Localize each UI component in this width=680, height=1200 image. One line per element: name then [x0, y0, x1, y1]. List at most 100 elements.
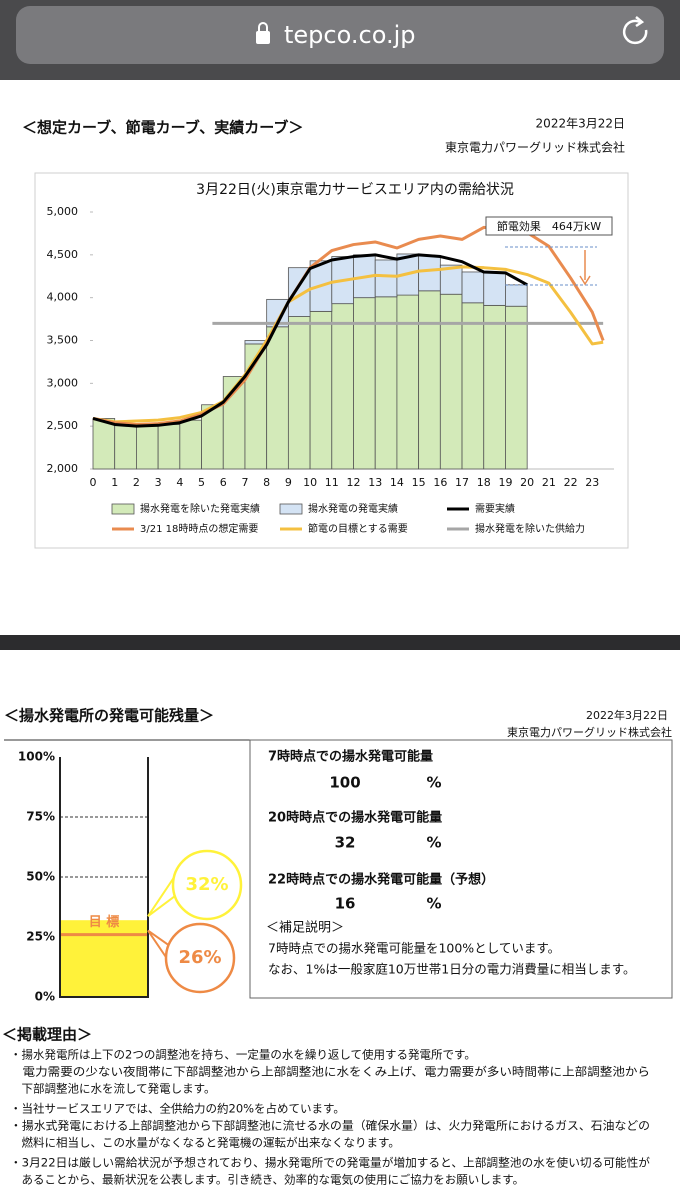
- note-title: ＜補足説明＞: [266, 920, 344, 936]
- lock-icon: [256, 22, 270, 44]
- x-tick-label: 20: [520, 476, 534, 489]
- url: tepco.co.jp: [284, 21, 415, 49]
- legend-swatch: [279, 503, 303, 515]
- bar: [266, 326, 289, 470]
- annotation-box: [485, 216, 613, 236]
- company: 東京電力パワーグリッド株式会社: [445, 140, 625, 155]
- reason-line: 燃料に相当し、この水量がなくなると発電機の運転が出来なくなります。: [10, 1136, 400, 1150]
- section-heading: ＜揚水発電所の発電可能残量＞: [4, 707, 214, 725]
- legend: 揚水発電を除いた発電実績 揚水発電の発電実績 需要実績 3/21 18時時点の想定需要…: [111, 502, 585, 535]
- date: 2022年3月22日: [586, 708, 668, 722]
- y-tick-label: 3,500: [47, 334, 79, 347]
- bar: [331, 303, 354, 470]
- section-heading: ＜掲載理由＞: [2, 1026, 92, 1044]
- section-heading: ＜想定カーブ、節電カーブ、実績カーブ＞: [22, 119, 303, 137]
- reason-line: あることから、最新状況を公表します。引き続き、効率的な電気の使用にご協力をお願い…: [10, 1173, 524, 1187]
- line: [92, 253, 528, 428]
- callout: [164, 922, 236, 994]
- x-tick-label: 2: [133, 476, 140, 489]
- info-value: 16: [335, 895, 356, 913]
- reason-line: ・当社サービスエリアでは、全供給力の約20%を占めています。: [10, 1102, 345, 1116]
- bar: [92, 418, 116, 470]
- y-tick-label: 2,500: [47, 419, 79, 432]
- x-tick-label: 23: [585, 476, 599, 489]
- bar: [461, 302, 485, 470]
- bar: [136, 425, 159, 470]
- bar: [287, 316, 311, 470]
- y-tick-label: 3,000: [47, 376, 79, 389]
- bar: [439, 293, 463, 470]
- bar: [418, 255, 441, 292]
- legend-label: 揚水発電の発電実績: [308, 502, 398, 515]
- y-tick-label: 0%: [35, 990, 55, 1004]
- y-tick-label: 100%: [18, 750, 55, 764]
- gauge-fill: [60, 920, 148, 997]
- y-tick-label: 2,000: [47, 462, 79, 475]
- x-tick-label: 9: [285, 476, 292, 489]
- bar: [461, 271, 485, 304]
- x-tick-label: 10: [303, 476, 317, 489]
- bar: [418, 290, 441, 470]
- info-unit: %: [426, 895, 441, 913]
- bar: [157, 424, 181, 470]
- info-value: 100: [329, 774, 360, 792]
- y-tick-label: 4,500: [47, 248, 79, 261]
- legend-label: 節電の目標とする需要: [308, 522, 408, 535]
- x-tick-label: 14: [390, 476, 404, 489]
- info-label: 20時時点での揚水発電可能量: [268, 810, 442, 826]
- bar: [396, 294, 420, 470]
- note: 7時時点での揚水発電可能量を100%としています。: [268, 941, 560, 956]
- x-tick-label: 15: [412, 476, 426, 489]
- page-divider: [0, 635, 680, 650]
- note: なお、1%は一般家庭10万世帯1日分の電力消費量に相当します。: [268, 962, 635, 977]
- info: 7時時点での揚水発電可能量 100 % 20時時点での揚水発電可能量 32 % 22時時点で…: [266, 749, 635, 977]
- info-label: 7時時点での揚水発電可能量: [268, 749, 433, 765]
- bar: [114, 424, 137, 470]
- legend-label: 3/21 18時時点の想定需要: [140, 522, 258, 535]
- x-tick-label: 5: [198, 476, 205, 489]
- reason-line: ・揚水式発電における上部調整池から下部調整池に流せる水の量（確保水量）は、火力発…: [10, 1119, 650, 1133]
- company: 東京電力パワーグリッド株式会社: [507, 725, 672, 739]
- x-tick-label: 19: [498, 476, 512, 489]
- x-tick-label: 7: [241, 476, 248, 489]
- reason-line: ・3月22日は厳しい需給状況が予想されており、揚水発電所での発電量が増加すると、…: [10, 1156, 650, 1170]
- annotation: 節電効果 464万kW: [497, 219, 601, 233]
- x-tick-label: 4: [176, 476, 183, 489]
- url-field[interactable]: [16, 6, 664, 64]
- info-label: 22時時点での揚水発電可能量（予想）: [268, 872, 494, 888]
- line: [92, 265, 604, 424]
- reason-line: 電力需要の少ない夜間帯に下部調整池から上部調整池に水をくみ上げ、電力需要が多い時…: [10, 1065, 650, 1079]
- x-tick-label: 6: [220, 476, 227, 489]
- info-unit: %: [426, 834, 441, 852]
- info-unit: %: [426, 774, 441, 792]
- x-tick-label: 12: [347, 476, 361, 489]
- x-tick-label: 0: [90, 476, 97, 489]
- y-tick-label: 50%: [26, 870, 55, 884]
- x-tick-label: 13: [368, 476, 382, 489]
- legend-label: 揚水発電を除いた発電実績: [140, 502, 260, 515]
- legend-swatch: [111, 503, 135, 515]
- chart-title: 3月22日(火)東京電力サービスエリア内の需給状況: [196, 182, 514, 198]
- effect-arrowhead: [579, 275, 591, 286]
- x-tick-label: 3: [155, 476, 162, 489]
- x-tick-label: 16: [433, 476, 447, 489]
- bar: [505, 305, 528, 470]
- x-tick-label: 1: [111, 476, 118, 489]
- bar: [374, 259, 398, 298]
- chart-2: 目 標 0% 25% 50% 75% 100% 32% 26%: [18, 750, 243, 1004]
- x-tick-label: 18: [477, 476, 491, 489]
- x-tick-label: 22: [564, 476, 578, 489]
- bar: [179, 419, 202, 470]
- bar: [483, 272, 506, 306]
- date: 2022年3月22日: [536, 117, 625, 131]
- reload-icon[interactable]: [622, 16, 648, 45]
- bar: [483, 304, 506, 470]
- reasons: ＜掲載理由＞ ・揚水発電所は上下の2つの調整池を持ち、一定量の水を繰り返して使用す…: [2, 1026, 650, 1187]
- callout: [171, 849, 243, 921]
- gauge-frame: [59, 757, 149, 998]
- x-tick-label: 17: [455, 476, 469, 489]
- legend-label: 揚水発電を除いた供給力: [475, 522, 585, 535]
- x-tick-label: 11: [325, 476, 339, 489]
